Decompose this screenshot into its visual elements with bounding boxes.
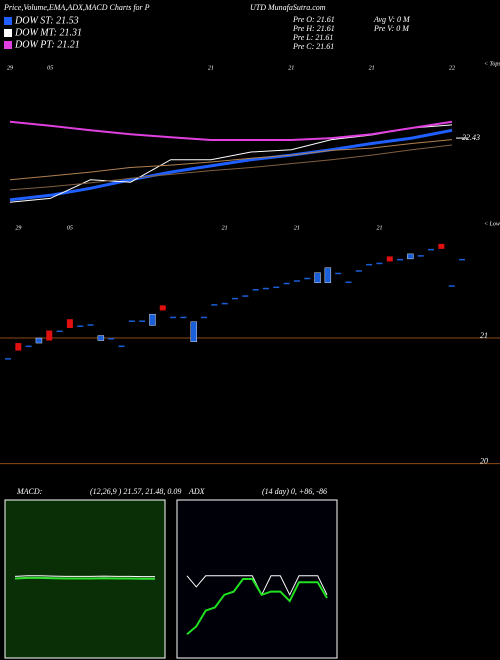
candle — [283, 282, 290, 285]
info: Pre C: 21.61 — [292, 42, 334, 51]
candle — [407, 253, 414, 260]
legend-swatch — [4, 29, 12, 37]
candle — [46, 330, 53, 341]
x-tick-label: 05 — [47, 65, 53, 71]
candle — [242, 295, 249, 297]
series-line — [9, 144, 453, 191]
series-line — [9, 128, 453, 202]
x-tick-label: 21 — [222, 225, 228, 231]
header-right: UTD MunafaSutra.com — [250, 3, 326, 12]
candle — [5, 358, 11, 360]
panel-subtitle: (12,26,9 ) 21.57, 21.48, 0.09 — [90, 487, 181, 496]
candle — [448, 285, 455, 287]
x-tick-label: 29 — [7, 65, 13, 71]
legend-label: DOW MT: 21.31 — [14, 27, 82, 38]
header-left: Price,Volume,EMA,ADX,MACD Charts for P — [3, 3, 150, 12]
candle — [35, 337, 43, 344]
x-tick-label: 21 — [288, 65, 294, 71]
annotation: < Tops — [484, 61, 500, 67]
candle — [97, 335, 105, 341]
x-tick-label: 21 — [294, 225, 300, 231]
y-tick-label: 21 — [480, 331, 488, 340]
series-line — [9, 139, 453, 181]
candle — [252, 289, 259, 291]
x-tick-label: 21 — [376, 225, 382, 231]
candle — [139, 320, 146, 322]
series-line — [9, 120, 453, 141]
candle — [438, 243, 445, 249]
series-line — [14, 575, 155, 578]
candle — [262, 287, 269, 290]
legend-swatch — [4, 41, 12, 49]
candle — [355, 270, 362, 272]
candle — [273, 286, 280, 289]
candle — [190, 321, 197, 343]
candle — [25, 345, 32, 348]
candle — [56, 330, 63, 332]
legend-label: DOW PT: 21.21 — [14, 39, 80, 50]
candle — [324, 267, 332, 283]
candle — [211, 304, 218, 306]
legend-swatch — [4, 17, 12, 25]
candle — [77, 325, 84, 327]
info: Pre H: 21.61 — [292, 24, 335, 33]
candle — [128, 320, 135, 322]
y-tick-label: 20 — [480, 456, 488, 465]
candle — [180, 316, 187, 319]
x-tick-label: 29 — [15, 225, 21, 231]
annotation: < Lows — [484, 221, 500, 227]
panel-title: MACD: — [16, 487, 43, 496]
candle — [232, 297, 238, 300]
candle — [87, 324, 94, 326]
info: Pre V: 0 M — [373, 24, 410, 33]
candle — [221, 302, 228, 305]
candle — [314, 272, 321, 283]
candle — [118, 345, 125, 348]
series-line — [14, 576, 155, 580]
panel-title: ADX — [188, 487, 206, 496]
candle — [397, 258, 404, 261]
panel-background — [176, 499, 338, 659]
candle — [293, 280, 300, 282]
x-tick-label: 22 — [449, 65, 455, 71]
info: Avg V: 0 M — [373, 15, 411, 24]
candle — [66, 319, 73, 328]
candle — [159, 305, 166, 311]
x-tick-label: 21 — [369, 65, 375, 71]
info: Pre O: 21.61 — [292, 15, 335, 24]
candle — [149, 313, 156, 326]
series-line — [186, 578, 328, 636]
candle — [304, 277, 311, 280]
x-tick-label: 21 — [208, 65, 214, 71]
candle — [108, 338, 115, 340]
x-tick-label: 05 — [67, 225, 73, 231]
panel-subtitle: (14 day) 0, +86, -86 — [262, 487, 327, 496]
candle — [459, 258, 465, 261]
candle — [376, 262, 383, 265]
info: Pre L: 21.61 — [292, 33, 333, 42]
candle — [15, 343, 22, 351]
legend-label: DOW ST: 21.53 — [14, 15, 79, 26]
candle — [201, 316, 208, 319]
candle — [335, 272, 342, 275]
candle — [345, 281, 352, 284]
candle — [386, 256, 393, 262]
candle — [170, 316, 177, 319]
candle — [366, 263, 373, 266]
y-tick-label: 22.43 — [462, 133, 480, 142]
candle — [417, 255, 424, 257]
candle — [428, 248, 435, 251]
